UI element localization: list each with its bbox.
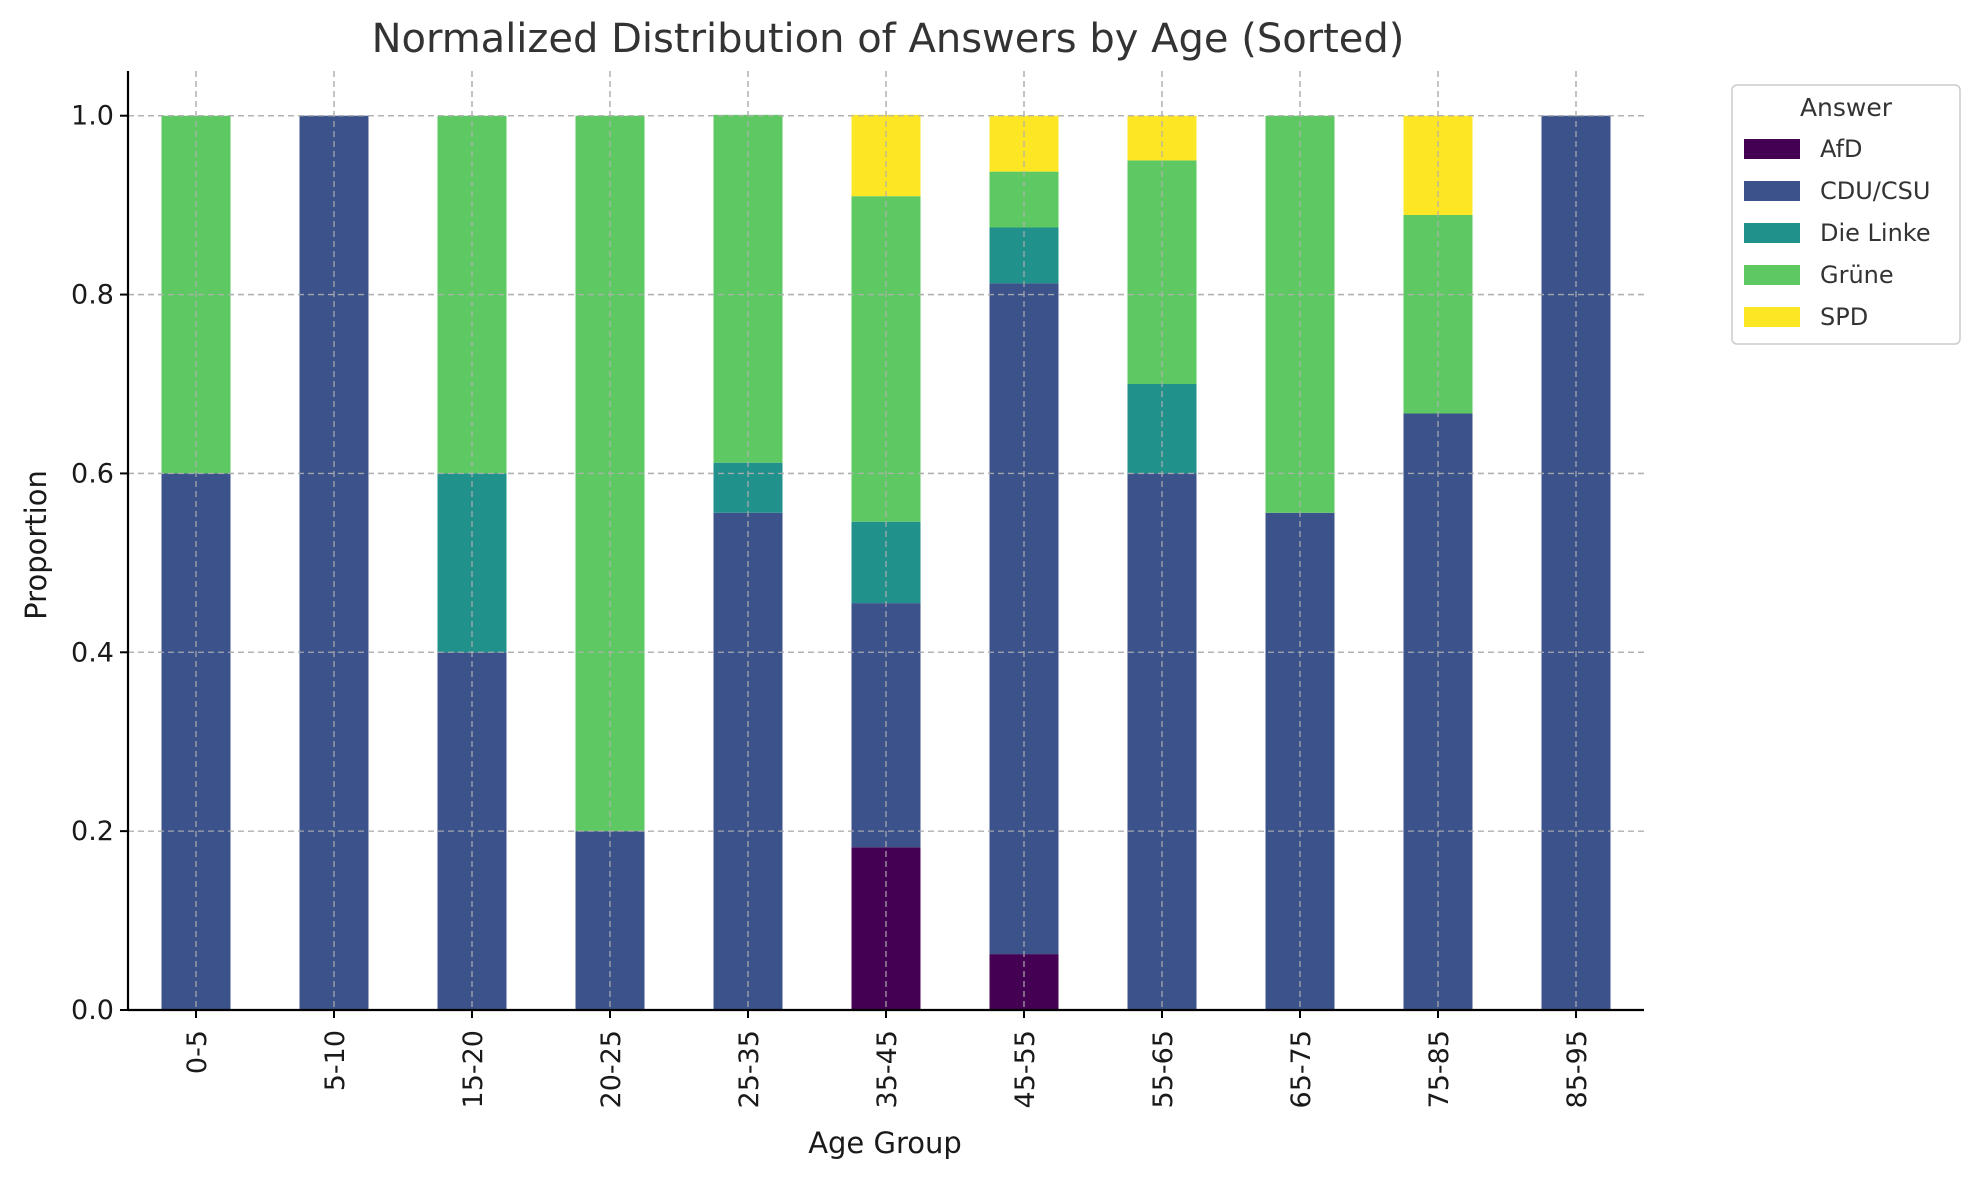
x-tick-label: 25-35 — [734, 1030, 765, 1108]
x-axis-title: Age Group — [808, 1126, 962, 1160]
x-tick-label: 15-20 — [458, 1030, 489, 1108]
y-tick-label: 0.4 — [71, 637, 114, 668]
legend-label: Grüne — [1820, 261, 1894, 289]
bar-segment-die-linke — [1127, 384, 1197, 474]
legend-label: SPD — [1820, 303, 1868, 331]
x-tick-label: 75-85 — [1424, 1030, 1455, 1108]
y-tick-label: 0.8 — [71, 280, 114, 311]
legend-swatch — [1744, 139, 1800, 159]
x-tick-label: 5-10 — [320, 1030, 351, 1091]
legend-swatch — [1744, 307, 1800, 327]
y-tick-label: 1.0 — [71, 101, 114, 132]
y-tick-label: 0.6 — [71, 458, 114, 489]
legend-swatch — [1744, 223, 1800, 243]
bar-segment-gr-ne — [989, 171, 1059, 228]
bar-segment-gr-ne — [851, 196, 921, 522]
x-tick-label: 65-75 — [1286, 1030, 1317, 1108]
chart-title: Normalized Distribution of Answers by Ag… — [372, 16, 1405, 62]
bar-segment-gr-ne — [713, 114, 783, 463]
legend: Answer AfD CDU/CSU Die Linke Grüne SPD — [1731, 84, 1961, 345]
legend-swatch — [1744, 265, 1800, 285]
x-tick-label: 20-25 — [596, 1030, 627, 1108]
ticks: 0.0 0.2 0.4 0.6 0.8 1.0 0-5 5-10 15-20 20-25 25-35… — [71, 101, 1593, 1109]
x-tick-label: 35-45 — [872, 1030, 903, 1108]
legend-title: Answer — [1800, 93, 1893, 122]
y-tick-label: 0.0 — [71, 995, 114, 1026]
legend-label: Die Linke — [1820, 219, 1931, 247]
y-tick-label: 0.2 — [71, 816, 114, 847]
bar-segment-cdu-csu — [575, 831, 645, 1010]
bars — [128, 71, 1644, 1011]
x-tick-label: 55-65 — [1148, 1030, 1179, 1108]
legend-swatch — [1744, 181, 1800, 201]
x-tick-label: 45-55 — [1010, 1030, 1041, 1108]
legend-label: CDU/CSU — [1820, 177, 1930, 205]
x-tick-label: 0-5 — [182, 1030, 213, 1074]
x-tick-label: 85-95 — [1562, 1030, 1593, 1108]
legend-label: AfD — [1820, 135, 1863, 163]
y-axis-title: Proportion — [19, 470, 53, 620]
